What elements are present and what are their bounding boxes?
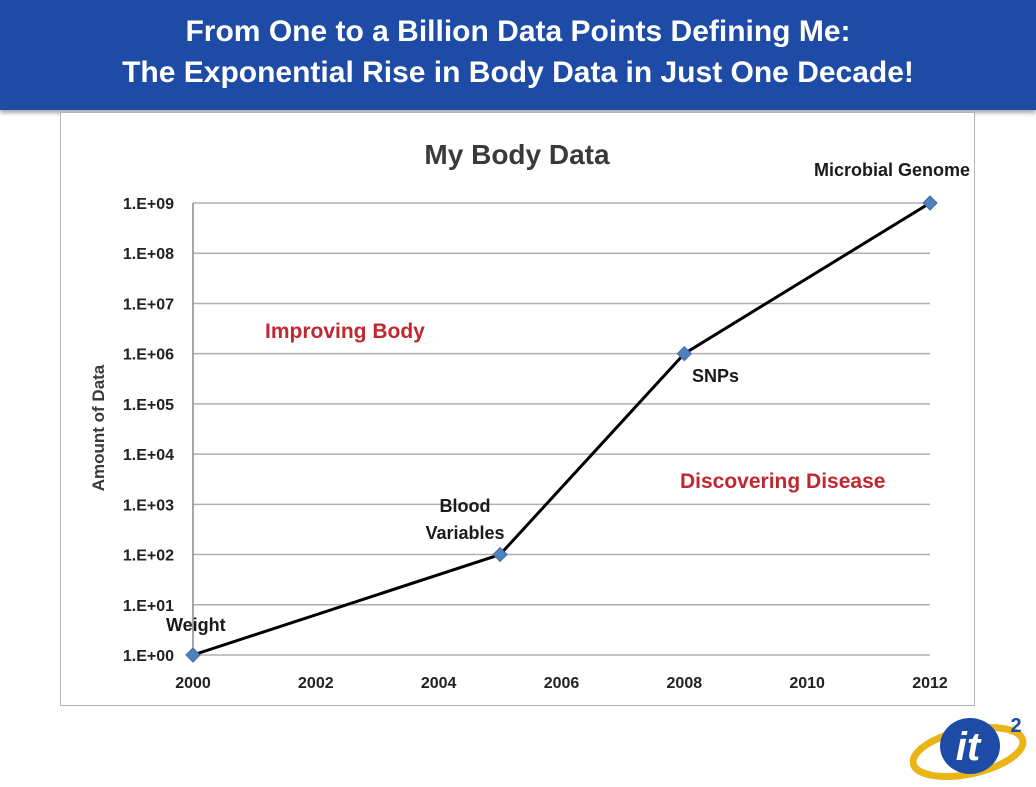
logo-text: it: [956, 725, 982, 769]
annotation-discovering-disease: Discovering Disease: [680, 470, 886, 493]
point-label-microbial-genome: Microbial Genome: [814, 160, 971, 180]
data-point-marker: [492, 546, 508, 563]
series-line: [192, 201, 931, 657]
x-tick-label: 2006: [544, 675, 580, 692]
y-axis-label: Amount of Data: [89, 364, 108, 491]
point-label-snps: SNPs: [692, 366, 740, 386]
y-tick-label: 1.E+04: [123, 447, 174, 464]
x-tick-label: 2010: [789, 675, 825, 692]
page-title-line-1: From One to a Billion Data Points Defini…: [185, 15, 851, 48]
chart-title: My Body Data: [424, 139, 610, 170]
chart-frame: [60, 112, 975, 706]
it2-logo: it 2: [910, 715, 1027, 780]
x-tick-labels: 2000 2002 2004 2006 2008 2010 2012: [175, 675, 948, 692]
x-tick-label: 2004: [421, 675, 457, 692]
point-label-weight: Weight: [166, 615, 226, 635]
page-title-line-2: The Exponential Rise in Body Data in Jus…: [122, 56, 914, 89]
x-tick-label: 2002: [298, 675, 334, 692]
y-tick-label: 1.E+05: [123, 397, 174, 414]
y-tick-label: 1.E+09: [123, 196, 174, 213]
data-point-marker: [676, 345, 693, 362]
data-point-marker: [185, 647, 201, 663]
y-tick-label: 1.E+03: [123, 497, 174, 514]
y-tick-label: 1.E+06: [123, 347, 174, 364]
data-series: [185, 195, 938, 663]
y-tick-label: 1.E+08: [123, 246, 174, 263]
y-tick-label: 1.E+02: [123, 548, 174, 565]
y-tick-label: 1.E+07: [123, 296, 174, 313]
point-label-blood-variables: Blood Variables: [425, 496, 505, 543]
data-point-marker: [922, 195, 938, 211]
y-tick-label: 1.E+00: [123, 648, 174, 665]
x-tick-label: 2000: [175, 675, 211, 692]
y-tick-labels: 1.E+00 1.E+01 1.E+02 1.E+03 1.E+04 1.E+05 1.E+…: [123, 196, 174, 665]
annotation-improving-body: Improving Body: [265, 320, 425, 343]
x-tick-label: 2008: [667, 675, 703, 692]
x-tick-label: 2012: [912, 675, 948, 692]
title-banner: From One to a Billion Data Points Defini…: [0, 0, 1036, 110]
y-tick-label: 1.E+01: [123, 598, 174, 615]
grid-lines: [192, 202, 930, 656]
logo-superscript: 2: [1010, 715, 1021, 737]
